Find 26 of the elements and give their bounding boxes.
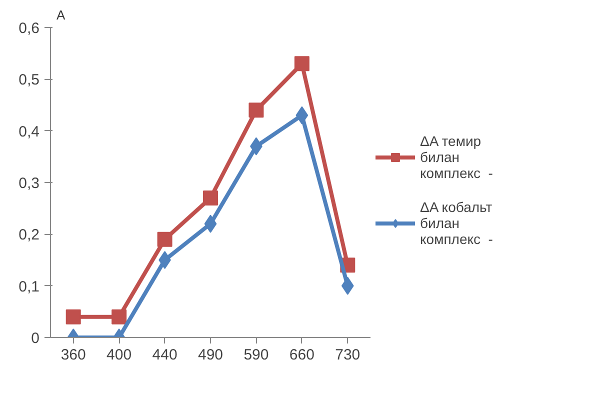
x-tick-label: 440 xyxy=(152,346,178,364)
point xyxy=(157,232,172,247)
y-tick-label: 0,5 xyxy=(18,72,40,89)
x-tick-label: 730 xyxy=(335,346,360,364)
x-tick-label: 590 xyxy=(244,346,269,364)
y-tick-label: 0,6 xyxy=(18,20,40,37)
point xyxy=(341,276,354,295)
point xyxy=(204,214,217,233)
point xyxy=(294,56,310,72)
y-tick-label: 0 xyxy=(31,330,40,347)
point xyxy=(112,309,127,324)
point xyxy=(203,190,218,206)
x-tick-label: 400 xyxy=(106,346,132,364)
point xyxy=(66,309,81,324)
x-tick-label: 490 xyxy=(198,346,224,364)
x-tick-label: 360 xyxy=(60,346,86,364)
y-axis-title: A xyxy=(56,8,66,22)
y-tick-label: 0,4 xyxy=(18,123,40,140)
legend-label: ΔA темир билан комплекс - xyxy=(420,133,493,181)
point xyxy=(296,106,308,124)
y-tick-label: 0,2 xyxy=(18,226,40,244)
y-tick-label: 0,3 xyxy=(18,175,40,192)
legend-label: ΔA кобальт билан комплекс - xyxy=(420,199,493,247)
y-tick-label: 0,1 xyxy=(18,278,40,296)
point xyxy=(248,102,264,118)
x-tick-label: 660 xyxy=(289,346,314,364)
